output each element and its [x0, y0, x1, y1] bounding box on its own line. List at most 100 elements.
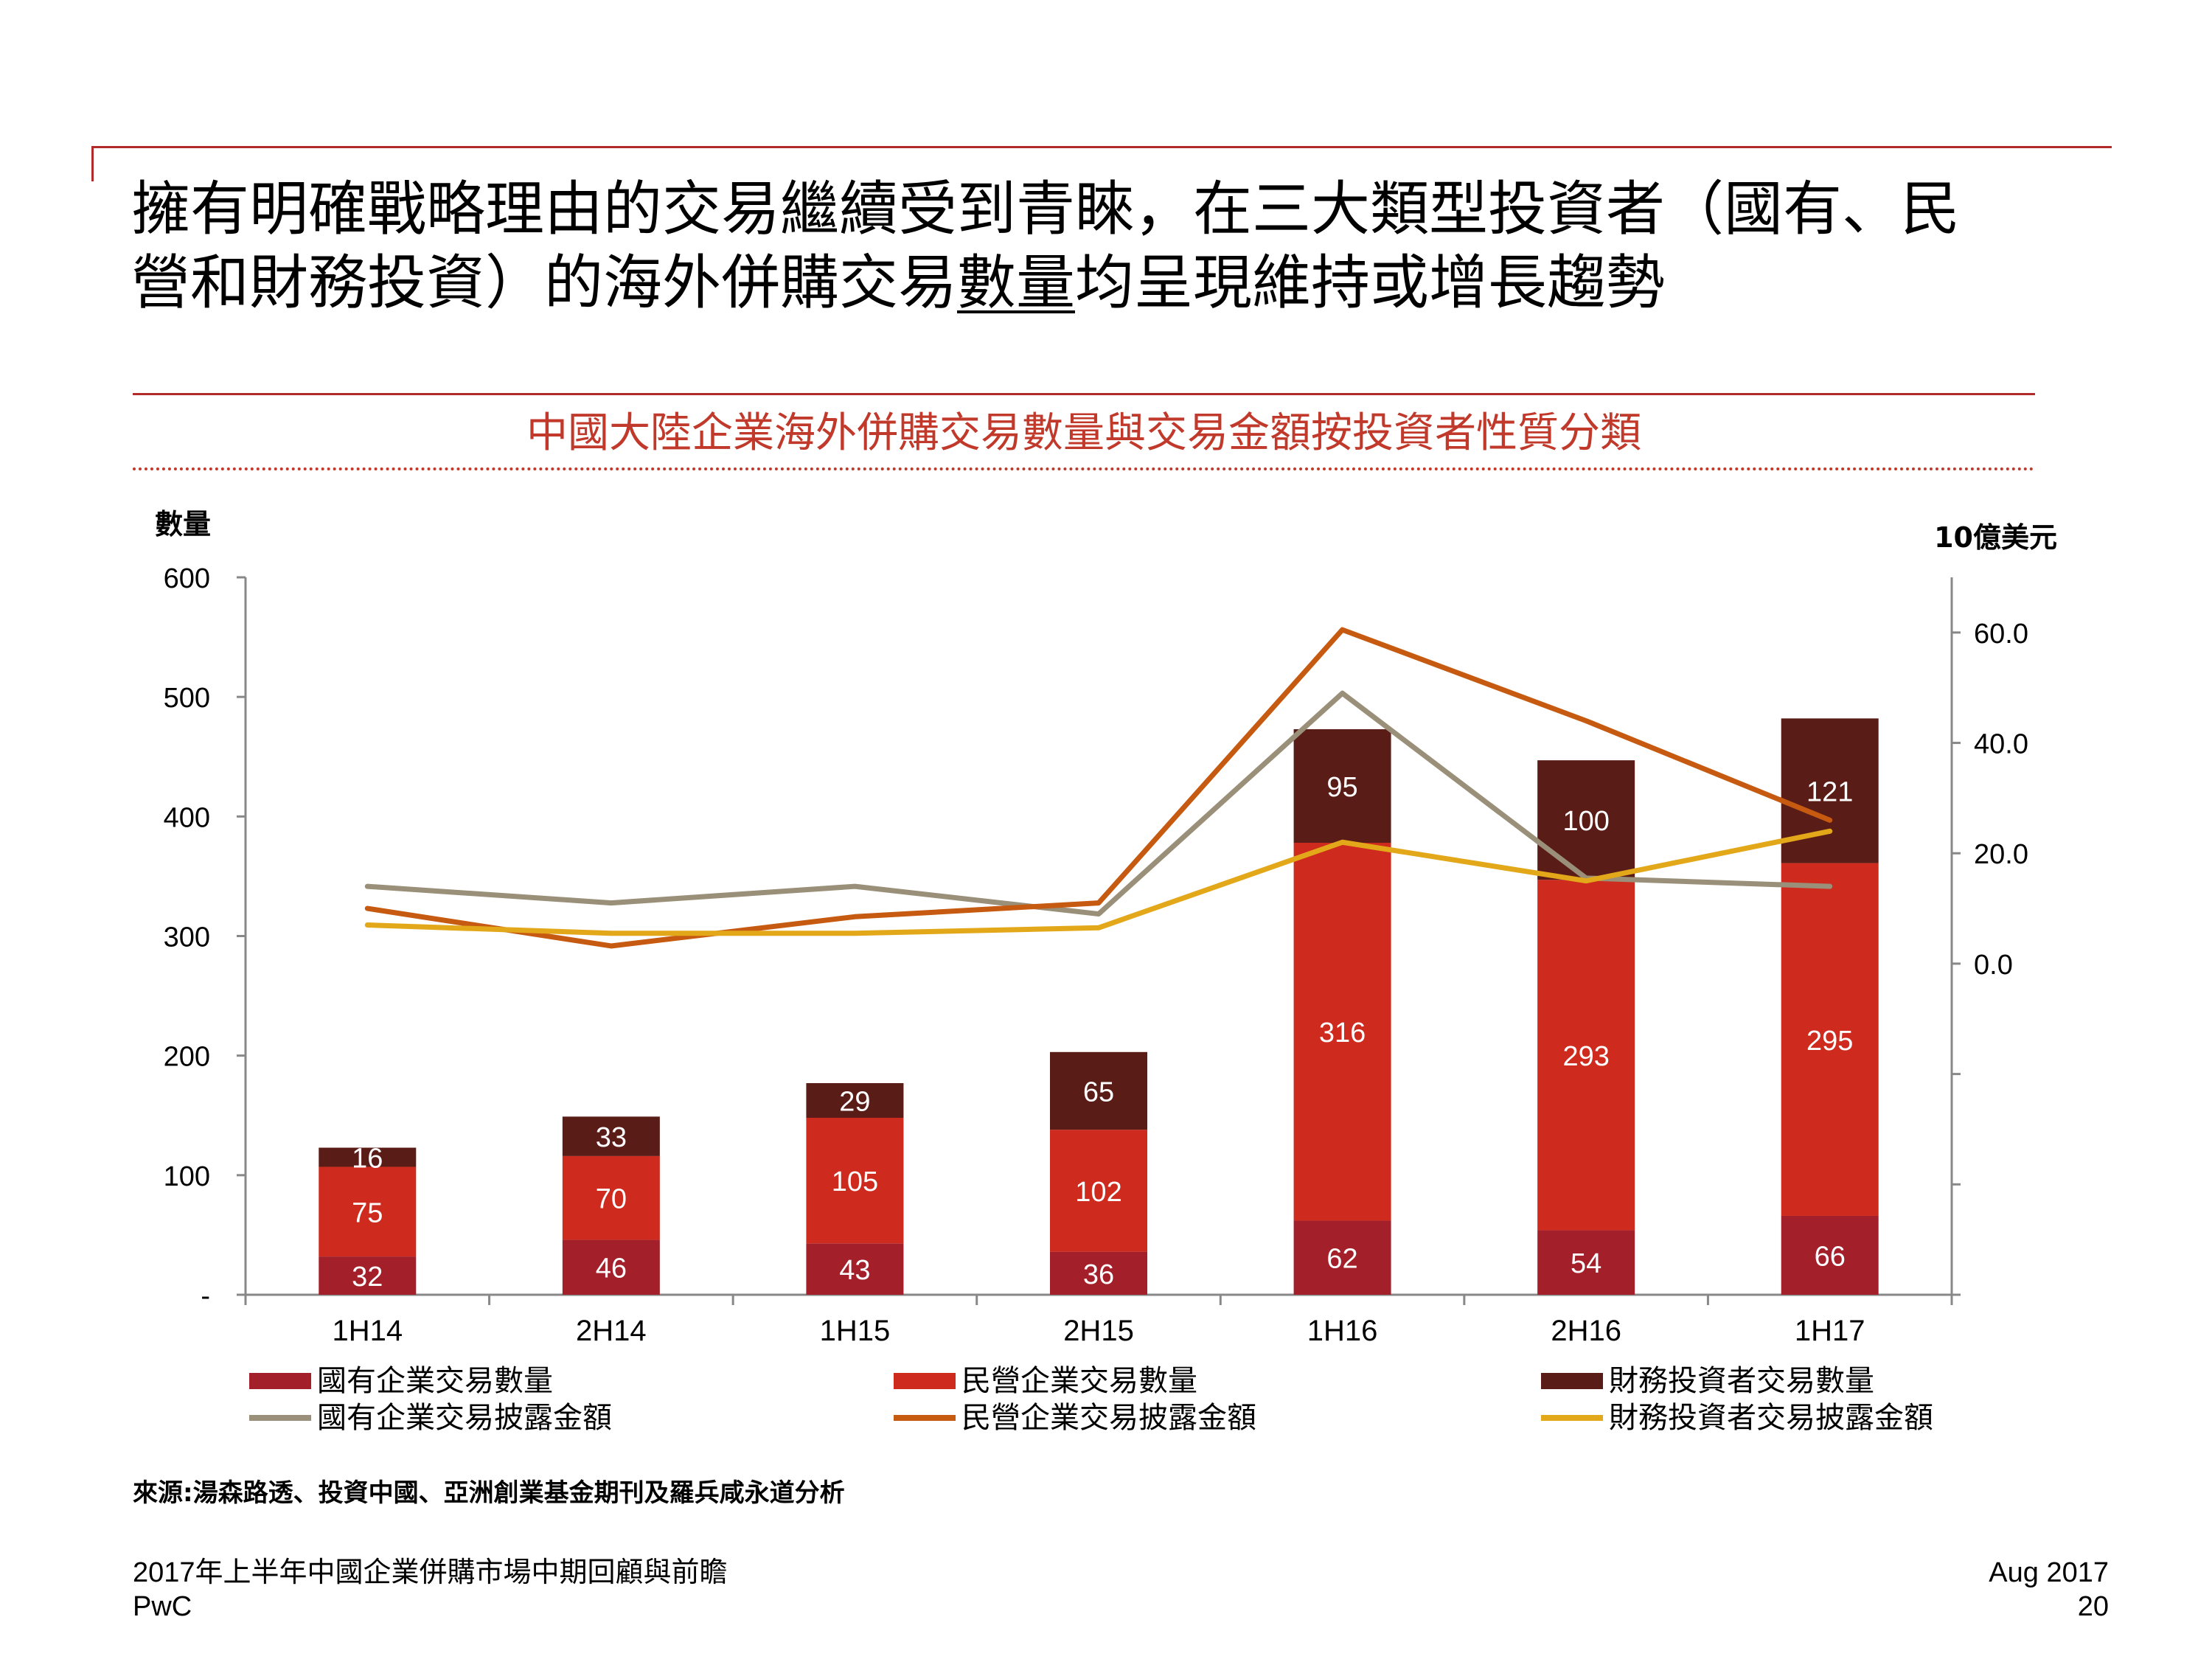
bar-segment	[806, 1117, 904, 1244]
bar-data-label: 105	[832, 1166, 878, 1197]
legend-item-private-value: 民營企業交易披露金額	[894, 1399, 1256, 1436]
bar-segment	[1537, 1230, 1635, 1295]
page-title-underlined-word: 數量	[957, 248, 1075, 317]
footer-company: PwC	[133, 1591, 192, 1622]
bar-data-label: 36	[1083, 1259, 1114, 1290]
bar-segment	[1050, 1130, 1147, 1252]
bar-segment	[1050, 1051, 1147, 1130]
bar-segment	[319, 1256, 417, 1295]
page-title-line-2-start: 營和財務投資）的海外併購交易	[131, 248, 957, 317]
y-left-tick-label: 300	[164, 922, 210, 953]
x-tick-label: 1H16	[1307, 1315, 1378, 1347]
bar-data-label: 121	[1806, 776, 1853, 807]
y-left-axis-label: 數量	[155, 508, 211, 540]
x-tick-label: 2H15	[1063, 1315, 1134, 1347]
legend-swatch-financial-value	[1541, 1415, 1603, 1421]
y-left-tick-label: 400	[164, 802, 210, 833]
bar-segment	[319, 1147, 417, 1167]
chart-title-rule	[133, 393, 2035, 395]
bar-segment	[1537, 760, 1635, 880]
bar-segment	[1537, 880, 1635, 1231]
legend-item-soe-value: 國有企業交易披露金額	[249, 1399, 612, 1436]
bar-data-label: 100	[1562, 806, 1609, 837]
page-title: 擁有明確戰略理由的交易繼續受到青睞，在三大類型投資者（國有、民 營和財務投資）的…	[131, 173, 2122, 320]
bar-data-label: 32	[352, 1262, 383, 1293]
bar-segment	[1781, 863, 1879, 1216]
bar-segment	[806, 1243, 904, 1295]
title-rule	[91, 146, 2112, 148]
bar-segment	[1293, 843, 1391, 1221]
bar-segment	[562, 1155, 660, 1240]
bar-segment	[1050, 1251, 1147, 1295]
footer-report-title: 2017年上半年中國企業併購市場中期回顧與前瞻	[133, 1557, 728, 1588]
legend-label-financial-value: 財務投資者交易披露金額	[1609, 1401, 1933, 1435]
bar-data-label: 316	[1319, 1018, 1366, 1048]
bar-data-label: 70	[596, 1184, 627, 1215]
bar-data-label: 62	[1326, 1244, 1357, 1275]
bar-data-label: 65	[1083, 1077, 1114, 1108]
page-title-line-2-end: 均呈現維持或增長趨勢	[1075, 248, 1665, 317]
bar-data-label: 16	[352, 1144, 383, 1175]
legend-item-financial-value: 財務投資者交易披露金額	[1541, 1399, 1933, 1436]
legend-swatch-private-value	[894, 1415, 956, 1421]
legend-label-private-count: 民營企業交易數量	[961, 1364, 1197, 1398]
bar-segment	[1781, 1215, 1879, 1295]
source-note: 來源:湯森路透、投資中國、亞洲創業基金期刊及羅兵咸永道分析	[133, 1478, 845, 1508]
footer-page-number: 20	[2077, 1591, 2109, 1622]
page-title-line-2: 營和財務投資）的海外併購交易數量均呈現維持或增長趨勢	[131, 246, 2122, 320]
legend-swatch-financial-count	[1541, 1373, 1603, 1389]
y-left-tick-label: 100	[164, 1161, 210, 1192]
legend-label-financial-count: 財務投資者交易數量	[1609, 1364, 1874, 1398]
x-tick-label: 1H17	[1795, 1315, 1865, 1347]
page-title-line-1: 擁有明確戰略理由的交易繼續受到青睞，在三大類型投資者（國有、民	[131, 175, 1960, 243]
y-right-tick-label: 0.0	[1974, 950, 2013, 981]
bar-data-label: 295	[1806, 1026, 1853, 1057]
bar-data-label: 46	[596, 1253, 627, 1284]
bar-data-label: 102	[1075, 1177, 1121, 1208]
legend-item-private-count: 民營企業交易數量	[894, 1363, 1197, 1399]
x-tick-label: 2H14	[576, 1315, 647, 1347]
y-left-tick-label: 200	[164, 1042, 210, 1073]
chart-title: 中國大陸企業海外併購交易數量與交易金額按投資者性質分類	[526, 409, 1641, 457]
bar-data-label: 95	[1326, 772, 1357, 803]
legend-swatch-soe-count	[249, 1373, 311, 1389]
bar-segment	[562, 1239, 660, 1295]
line-series	[364, 627, 1833, 949]
bar-data-label: 33	[596, 1122, 627, 1153]
y-left-tick-label: -	[201, 1281, 210, 1312]
bar-segment	[806, 1082, 904, 1118]
legend-label-private-value: 民營企業交易披露金額	[961, 1401, 1256, 1435]
legend-item-financial-count: 財務投資者交易數量	[1541, 1363, 1874, 1399]
y-left-tick-label: 500	[164, 683, 210, 714]
x-tick-label: 1H14	[332, 1315, 403, 1347]
y-right-tick-label: 40.0	[1974, 729, 2028, 760]
footer-right: Aug 2017 20	[1989, 1556, 2109, 1624]
bar-data-label: 293	[1562, 1041, 1609, 1072]
x-tick-label: 2H16	[1551, 1315, 1621, 1347]
bar-segment	[319, 1166, 417, 1257]
footer-left: 2017年上半年中國企業併購市場中期回顧與前瞻 PwC	[133, 1556, 728, 1624]
bar-segment	[1293, 1220, 1391, 1295]
bar-data-label: 43	[839, 1255, 870, 1286]
x-tick-label: 1H15	[820, 1315, 891, 1347]
line-series	[364, 690, 1833, 917]
legend-label-soe-count: 國有企業交易數量	[317, 1364, 553, 1398]
y-left-tick-label: 600	[164, 563, 210, 594]
footer-date: Aug 2017	[1989, 1557, 2109, 1588]
title-rule-corner	[91, 146, 94, 181]
line-series	[364, 828, 1833, 936]
legend-label-soe-value: 國有企業交易披露金額	[317, 1401, 612, 1435]
legend-swatch-soe-value	[249, 1415, 311, 1421]
legend-swatch-private-count	[894, 1373, 956, 1389]
bar-data-label: 29	[839, 1086, 870, 1117]
bar-data-label: 54	[1571, 1248, 1601, 1279]
y-right-tick-label: 20.0	[1974, 839, 2028, 870]
legend-item-soe-count: 國有企業交易數量	[249, 1363, 553, 1399]
bar-data-label: 75	[352, 1197, 383, 1228]
y-right-axis-label: 10億美元	[1934, 521, 2057, 554]
bar-segment	[1293, 728, 1391, 844]
y-right-tick-label: 60.0	[1974, 619, 2028, 650]
bar-data-label: 66	[1815, 1241, 1846, 1272]
chart-title-dotted-rule	[133, 467, 2035, 470]
